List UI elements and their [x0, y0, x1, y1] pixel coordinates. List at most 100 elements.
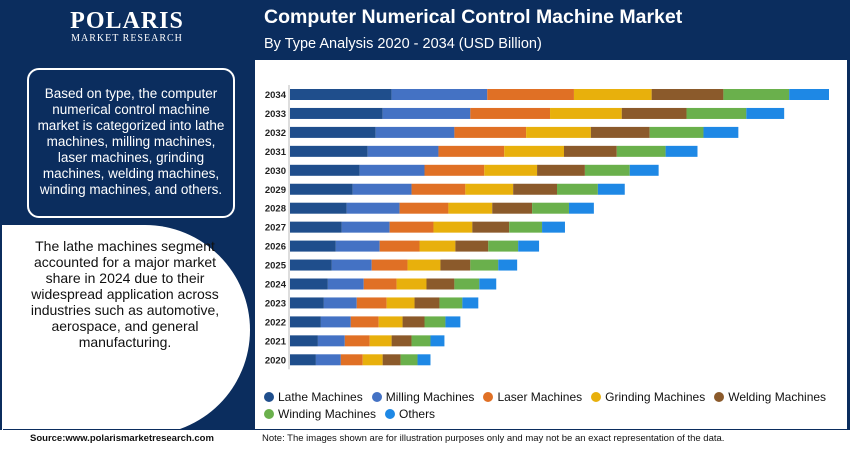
bar-segment [498, 259, 518, 271]
chart-header: Computer Numerical Control Machine Marke… [255, 0, 850, 60]
chart-legend: Lathe Machines Milling Machines Laser Mach… [264, 389, 844, 423]
plot-area: 2034 2033 2032 2031 2030 2029 2028 2027 2026 2025… [255, 60, 847, 429]
footer-divider [3, 429, 847, 430]
bar-segment [455, 240, 489, 252]
bar-segment [488, 240, 519, 252]
y-tick-label: 2028 [265, 204, 286, 215]
bar-segment [430, 335, 445, 347]
bar-segment [470, 259, 499, 271]
bar-segment [557, 183, 598, 195]
bar-segment [290, 240, 336, 252]
bar-segment [445, 316, 461, 328]
y-tick-label: 2030 [265, 166, 286, 177]
bar-segment [411, 183, 466, 195]
bar-segment [621, 107, 687, 119]
bar-segment [290, 202, 347, 214]
y-tick-label: 2025 [265, 261, 287, 272]
bar-segment [290, 126, 376, 138]
legend-swatch [714, 392, 725, 402]
bar-segment [573, 89, 652, 100]
source-text: Source:www.polarismarketresearch.com [30, 433, 214, 444]
bar-segment [597, 183, 625, 195]
legend-item: Welding Machines [714, 389, 826, 406]
bar-segment [290, 259, 332, 271]
legend-item: Others [385, 406, 435, 423]
bar-segment [550, 107, 622, 119]
bar-segment [454, 126, 527, 138]
bar-segment [407, 259, 441, 271]
bar-segment [290, 335, 318, 347]
bar-segment [438, 145, 505, 157]
bar-segment [402, 316, 425, 328]
bar-segment [315, 354, 341, 366]
bar-segment [462, 297, 479, 309]
bar-segment [352, 183, 412, 195]
bar-segment [369, 335, 392, 347]
legend-item: Winding Machines [264, 406, 376, 423]
bar-segment [362, 354, 383, 366]
bar-segment [290, 183, 353, 195]
bar-segment [382, 107, 471, 119]
y-tick-label: 2034 [265, 90, 287, 101]
bar-segment [290, 354, 316, 366]
chart-title: Computer Numerical Control Machine Marke… [264, 6, 683, 28]
bar-segment [440, 259, 471, 271]
bar-segment [584, 164, 630, 176]
y-tick-label: 2022 [265, 317, 286, 328]
bar-segment [479, 278, 497, 290]
polaris-logo: POLARIS MARKET RESEARCH [62, 8, 192, 44]
legend-swatch [591, 392, 602, 402]
bar-segment [629, 164, 659, 176]
bar-segment [335, 240, 380, 252]
bar-segment [542, 221, 565, 233]
bar-segment [424, 164, 485, 176]
y-tick-label: 2023 [265, 298, 286, 309]
bar-segment [340, 354, 363, 366]
bar-segment [616, 145, 666, 157]
bar-segment [472, 221, 510, 233]
bar-segment [331, 259, 372, 271]
legend-label: Welding Machines [728, 390, 827, 404]
bar-segment [419, 240, 456, 252]
y-tick-label: 2020 [265, 355, 286, 366]
legend-label: Milling Machines [385, 390, 475, 404]
bar-segment [433, 221, 473, 233]
legend-item: Lathe Machines [264, 389, 363, 406]
bar-segment [391, 335, 412, 347]
bar-segment [509, 221, 543, 233]
bar-segment [746, 107, 785, 119]
bar-segment [439, 297, 463, 309]
bar-segment [484, 164, 538, 176]
bar-segment [448, 202, 493, 214]
bar-segment [290, 107, 383, 119]
bar-segment [346, 202, 400, 214]
legend-label: Lathe Machines [278, 390, 363, 404]
bar-segment [518, 240, 540, 252]
bar-segment [378, 316, 403, 328]
bar-segment [391, 89, 488, 100]
bar-segment [344, 335, 370, 347]
bar-segment [290, 164, 360, 176]
bar-segment [414, 297, 440, 309]
bar-segment [649, 126, 704, 138]
logo-sub-text: MARKET RESEARCH [71, 33, 183, 44]
bar-segment [492, 202, 533, 214]
bar-segment [356, 297, 387, 309]
y-tick-label: 2032 [265, 128, 286, 139]
bar-segment [400, 354, 418, 366]
logo-main-text: POLARIS [70, 8, 184, 34]
bar-segment [359, 164, 425, 176]
highlight-circle [2, 225, 250, 435]
bar-segment [290, 297, 324, 309]
bar-segment [703, 126, 739, 138]
y-tick-label: 2029 [265, 185, 286, 196]
bar-segment [454, 278, 480, 290]
bar-segment [513, 183, 558, 195]
bar-segment [665, 145, 698, 157]
y-tick-label: 2021 [265, 336, 287, 347]
legend-label: Grinding Machines [605, 390, 706, 404]
y-tick-label: 2026 [265, 242, 286, 253]
legend-swatch [385, 409, 396, 419]
bar-segment [417, 354, 431, 366]
y-tick-label: 2024 [265, 280, 287, 291]
